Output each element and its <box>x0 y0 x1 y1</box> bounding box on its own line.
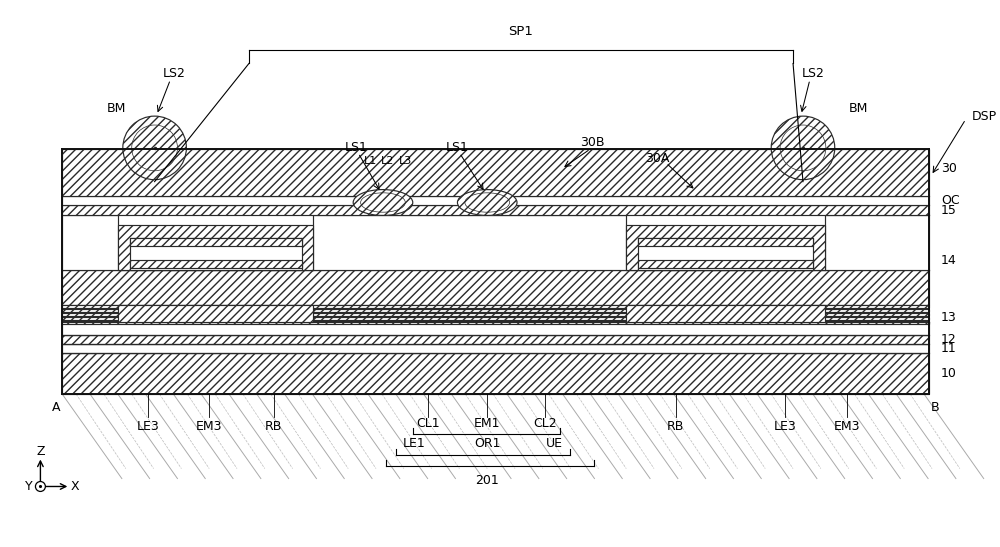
Bar <box>825 216 929 270</box>
Bar <box>130 238 302 270</box>
Bar <box>118 225 313 270</box>
Circle shape <box>780 125 826 171</box>
Text: BM: BM <box>106 102 126 115</box>
Bar <box>638 238 813 246</box>
Text: L1: L1 <box>363 156 377 166</box>
Text: UE: UE <box>546 437 563 450</box>
Text: 15: 15 <box>941 204 957 217</box>
Circle shape <box>771 116 835 179</box>
Text: RB: RB <box>667 421 685 433</box>
Bar <box>638 260 813 268</box>
Bar <box>62 345 929 353</box>
Bar <box>62 305 929 308</box>
Circle shape <box>132 125 177 171</box>
Text: EM3: EM3 <box>196 421 222 433</box>
Ellipse shape <box>457 190 517 216</box>
Text: Z: Z <box>36 445 45 458</box>
Text: 30A: 30A <box>645 152 669 165</box>
Text: X: X <box>71 480 79 493</box>
Text: 11: 11 <box>941 342 957 355</box>
Text: CL2: CL2 <box>533 417 557 430</box>
Text: LS2: LS2 <box>801 67 824 80</box>
Circle shape <box>123 116 186 179</box>
Text: L3: L3 <box>399 156 412 166</box>
Text: 10: 10 <box>941 367 957 380</box>
Text: RB: RB <box>265 421 282 433</box>
Bar <box>62 196 929 206</box>
Ellipse shape <box>353 190 413 216</box>
Text: 14: 14 <box>941 254 957 266</box>
Text: 30: 30 <box>941 162 957 175</box>
Text: LE1: LE1 <box>402 437 425 450</box>
Text: LE3: LE3 <box>774 421 796 433</box>
Text: A: A <box>52 400 60 414</box>
Text: DSP: DSP <box>972 109 997 123</box>
Text: LS1: LS1 <box>446 141 469 154</box>
Bar <box>626 305 825 322</box>
Text: BM: BM <box>849 102 868 115</box>
Bar <box>62 321 929 324</box>
Text: OC: OC <box>941 194 960 207</box>
Text: OR1: OR1 <box>474 437 500 450</box>
Ellipse shape <box>457 190 517 216</box>
Bar <box>130 238 302 246</box>
Bar <box>626 225 825 270</box>
Bar <box>62 270 929 305</box>
Text: 13: 13 <box>941 311 957 324</box>
Text: Y: Y <box>25 480 32 493</box>
Text: L2: L2 <box>381 156 395 166</box>
Text: 30B: 30B <box>580 136 605 149</box>
Bar <box>62 313 929 316</box>
Bar <box>313 216 626 270</box>
Text: EM1: EM1 <box>474 417 500 430</box>
Text: LE3: LE3 <box>136 421 159 433</box>
Text: EM3: EM3 <box>833 421 860 433</box>
Text: SP1: SP1 <box>509 25 533 38</box>
Text: LS2: LS2 <box>163 67 186 80</box>
Bar <box>638 238 813 270</box>
Bar <box>62 206 929 216</box>
Bar <box>62 322 929 335</box>
Text: CL1: CL1 <box>416 417 439 430</box>
Bar <box>62 216 118 270</box>
Text: 201: 201 <box>475 474 499 487</box>
Ellipse shape <box>353 190 413 216</box>
Bar <box>130 260 302 268</box>
Text: B: B <box>931 400 940 414</box>
Bar <box>62 335 929 345</box>
Text: LS1: LS1 <box>345 141 368 154</box>
Bar <box>118 305 313 322</box>
Bar <box>62 309 929 312</box>
Text: 12: 12 <box>941 333 957 346</box>
Bar <box>62 149 929 196</box>
Bar <box>62 353 929 394</box>
Bar <box>62 317 929 319</box>
Circle shape <box>35 481 45 491</box>
